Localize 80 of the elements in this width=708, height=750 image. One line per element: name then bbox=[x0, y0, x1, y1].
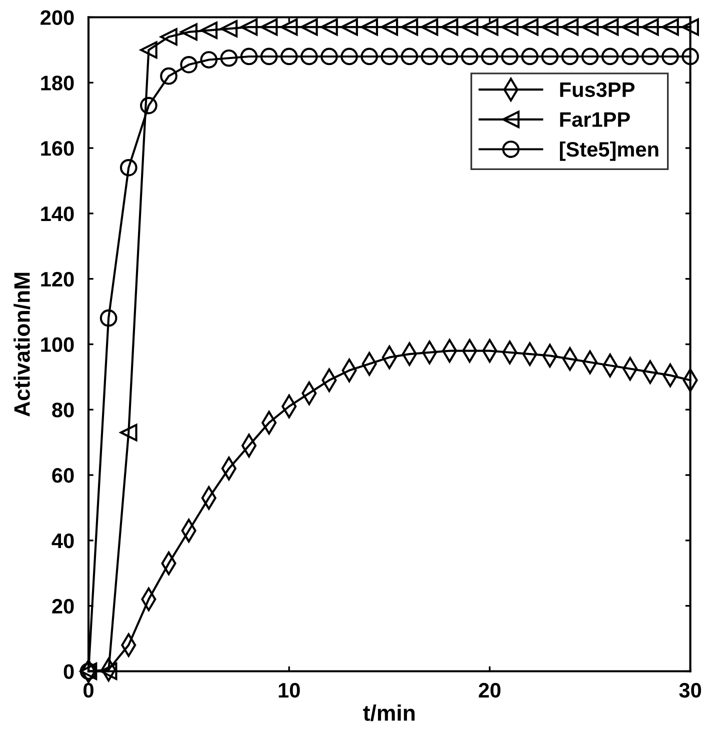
x-axis-title: t/min bbox=[363, 704, 415, 722]
point bbox=[380, 48, 398, 66]
point bbox=[662, 48, 679, 66]
x-tick-label: 30 bbox=[679, 682, 702, 698]
point bbox=[581, 48, 599, 66]
point bbox=[420, 18, 438, 36]
point bbox=[240, 18, 258, 36]
point bbox=[662, 18, 679, 36]
y-tick-label: 180 bbox=[41, 76, 74, 90]
point bbox=[682, 18, 699, 36]
legend-label: [Ste5]men bbox=[560, 141, 658, 161]
x-tick-label: 20 bbox=[478, 682, 500, 698]
legend-label: Fus3PP bbox=[560, 82, 635, 98]
point bbox=[200, 22, 218, 40]
point bbox=[140, 41, 158, 59]
point bbox=[340, 48, 358, 66]
y-axis-title: Activation/nM bbox=[14, 272, 30, 417]
point bbox=[460, 18, 478, 36]
x-tick-label: 10 bbox=[278, 682, 300, 698]
point bbox=[400, 48, 418, 66]
point bbox=[420, 48, 438, 66]
point bbox=[280, 48, 298, 66]
point bbox=[280, 18, 298, 36]
y-tick-label: 140 bbox=[41, 206, 74, 222]
point bbox=[200, 51, 218, 68]
point bbox=[641, 18, 659, 36]
legend-label: Far1PP bbox=[560, 112, 630, 127]
point bbox=[601, 48, 619, 66]
point bbox=[180, 23, 198, 41]
point bbox=[621, 48, 639, 66]
y-tick-label: 80 bbox=[52, 402, 74, 418]
point bbox=[400, 18, 418, 36]
point bbox=[320, 48, 338, 66]
point bbox=[561, 48, 579, 66]
point bbox=[360, 48, 378, 66]
point bbox=[260, 18, 278, 36]
point bbox=[541, 48, 559, 66]
point bbox=[100, 309, 118, 327]
point bbox=[140, 96, 158, 114]
point bbox=[561, 18, 579, 36]
y-tick-label: 0 bbox=[64, 664, 74, 680]
y-tick-label: 20 bbox=[52, 598, 74, 614]
point bbox=[501, 48, 518, 66]
point bbox=[521, 18, 539, 36]
point bbox=[240, 48, 258, 66]
point bbox=[521, 48, 539, 66]
point bbox=[120, 158, 138, 176]
point bbox=[460, 48, 478, 66]
y-tick-label: 100 bbox=[41, 337, 74, 352]
y-tick-label: 60 bbox=[52, 468, 74, 483]
point bbox=[481, 18, 498, 36]
point bbox=[300, 48, 318, 66]
point bbox=[360, 18, 378, 36]
point bbox=[260, 48, 278, 66]
point bbox=[501, 18, 518, 36]
point bbox=[160, 28, 178, 46]
point bbox=[340, 18, 358, 36]
point bbox=[220, 20, 238, 38]
point bbox=[320, 18, 338, 36]
point bbox=[380, 18, 398, 36]
point bbox=[581, 18, 599, 36]
point bbox=[541, 18, 559, 36]
point bbox=[300, 18, 318, 36]
point bbox=[160, 67, 178, 85]
point bbox=[440, 18, 458, 36]
point bbox=[180, 56, 198, 74]
point bbox=[220, 49, 238, 67]
y-tick-label: 120 bbox=[41, 272, 74, 287]
x-tick-label: 0 bbox=[84, 682, 94, 698]
point bbox=[641, 48, 659, 66]
y-tick-label: 40 bbox=[52, 533, 74, 548]
y-tick-label: 160 bbox=[41, 141, 74, 156]
point bbox=[440, 48, 458, 66]
point bbox=[120, 424, 138, 442]
point bbox=[481, 48, 498, 66]
point bbox=[601, 18, 619, 36]
y-tick-label: 200 bbox=[40, 10, 74, 26]
point bbox=[621, 18, 639, 36]
point bbox=[100, 662, 118, 680]
point bbox=[682, 48, 699, 66]
